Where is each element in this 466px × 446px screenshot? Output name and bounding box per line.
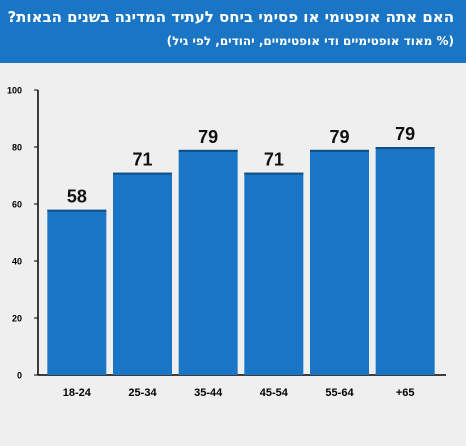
bar	[178, 149, 238, 375]
y-tick-label: 20	[12, 314, 22, 324]
x-tick-label: 45-54	[260, 387, 289, 399]
x-tick-label: 18-24	[63, 387, 92, 399]
y-tick-label: 80	[12, 143, 22, 153]
x-tick-label: 55-64	[325, 387, 354, 399]
y-tick-label: 40	[12, 257, 22, 267]
bar	[375, 147, 435, 375]
bar-value-label: 79	[329, 127, 349, 147]
bar	[310, 149, 369, 375]
y-tick-label: 0	[17, 371, 22, 381]
bar-value-label: 58	[67, 187, 87, 207]
chart-title: האם אתה אופטימי או פסימי ביחס לעתיד המדי…	[7, 8, 454, 26]
bar	[47, 209, 107, 375]
bar	[113, 172, 172, 375]
x-tick-label: 35-44	[194, 387, 223, 399]
x-tick-label: +65	[396, 387, 415, 399]
y-tick-label: 100	[7, 86, 22, 96]
chart-subtitle: (% מאוד אופטימיים ודי אופטימיים, יהודים,…	[166, 34, 454, 48]
bar-value-label: 71	[132, 150, 152, 170]
chart-header: האם אתה אופטימי או פסימי ביחס לעתיד המדי…	[0, 0, 466, 63]
y-tick-label: 60	[12, 200, 22, 210]
x-tick-label: 25-34	[128, 387, 157, 399]
bar-value-label: 79	[198, 127, 218, 147]
bar	[244, 172, 304, 375]
bar-value-label: 79	[395, 124, 415, 144]
bar-value-label: 71	[264, 150, 284, 170]
